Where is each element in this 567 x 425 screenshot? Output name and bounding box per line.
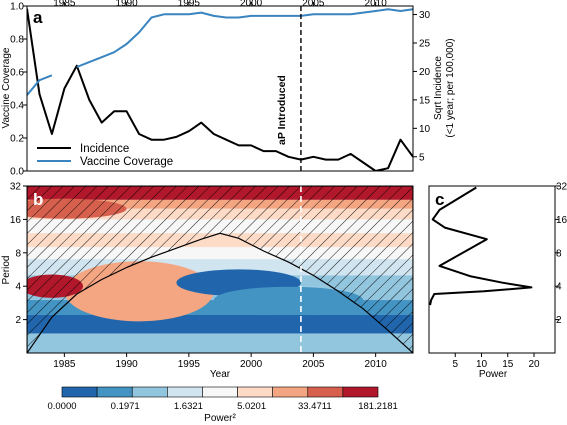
left-axis-label: Vaccine Coverage <box>1 47 12 128</box>
period-tick-label: 32 <box>556 182 567 193</box>
y-tick-label: 32 <box>10 182 22 193</box>
period-axis-label: Period <box>1 256 12 285</box>
colorbar-tick-label: 0.0000 <box>47 401 76 412</box>
colorbar-swatch <box>61 386 98 398</box>
legend: Incidence Vaccine Coverage <box>37 143 173 168</box>
left-y-tick-label: 0.4 <box>10 101 24 112</box>
top-x-tick-label: 2000 <box>240 0 263 9</box>
x-tick-label: 2005 <box>302 359 325 370</box>
colorbar-swatch <box>342 386 379 398</box>
top-x-tick-label: 2010 <box>365 0 388 9</box>
heatmap-blob <box>213 286 364 314</box>
y-tick-label: 4 <box>15 282 21 293</box>
legend-vaccine-label: Vaccine Coverage <box>80 156 173 168</box>
y-tick-label: 8 <box>15 248 21 259</box>
colorbar-tick-label: 1.6321 <box>174 401 203 412</box>
right-y-tick-label: 5 <box>419 152 425 163</box>
power-tick-label: 15 <box>502 359 514 370</box>
heatmap-band <box>27 315 413 334</box>
colorbar-swatch <box>202 386 238 398</box>
top-x-tick-label: 2005 <box>302 0 325 9</box>
top-x-tick-label: 1985 <box>53 0 76 9</box>
power-axis-label: Power <box>479 369 508 380</box>
panel-b-label: b <box>33 190 43 209</box>
colorbar-tick-label: 5.0201 <box>237 401 266 412</box>
y-tick-label: 16 <box>10 215 22 226</box>
x-tick-label: 2010 <box>365 359 388 370</box>
colorbar-swatch <box>167 386 203 398</box>
x-tick-label: 1995 <box>178 359 201 370</box>
colorbar-tick-label: 181.2181 <box>358 401 398 412</box>
panel-a: 1985 1990 1995 2000 2005 2010 0.00.20.40.60.8… <box>1 0 456 178</box>
annotation-ap-introduced: aP Introduced <box>276 75 288 145</box>
left-y-tick-label: 0.2 <box>10 134 24 145</box>
legend-incidence-label: Incidence <box>80 143 129 155</box>
right-y-tick-label: 25 <box>419 38 431 49</box>
top-x-tick-label: 1995 <box>178 0 201 9</box>
right-y-tick-label: 30 <box>419 10 431 21</box>
colorbar: 0.0000 0.1971 1.6321 5.0201 33.4711 181.2181 <box>47 386 398 412</box>
colorbar-tick-label: 33.4711 <box>298 401 332 412</box>
x-tick-label: 1985 <box>53 359 76 370</box>
series-incidence-line-0 <box>27 8 413 171</box>
period-tick-label: 4 <box>556 282 562 293</box>
right-axis-label: Sqrt Incidence <box>433 56 444 120</box>
power-tick-label: 10 <box>476 359 488 370</box>
panel-a-frame <box>26 5 414 172</box>
series-vaccine-coverage-line-0 <box>27 74 53 96</box>
power-tick-label: 5 <box>452 359 458 370</box>
panel-a-label: a <box>33 8 43 27</box>
x-tick-label: 1990 <box>115 359 138 370</box>
right-y-tick-label: 20 <box>419 67 431 78</box>
colorbar-tick-label: 0.1971 <box>111 401 140 412</box>
colorbar-swatch <box>307 386 344 398</box>
left-y-tick-label: 0.6 <box>10 68 24 79</box>
power-tick-label: 20 <box>528 359 540 370</box>
year-axis-label: Year <box>210 369 231 380</box>
panel-c-label: c <box>435 190 444 209</box>
top-x-tick-label: 1990 <box>115 0 138 9</box>
colorbar-swatch <box>96 386 133 398</box>
left-y-tick-label: 0.0 <box>10 167 24 178</box>
colorbar-swatch <box>237 386 273 398</box>
colorbar-swatch <box>272 386 309 398</box>
x-tick-label: 2000 <box>240 359 263 370</box>
right-y-tick-label: 10 <box>419 124 431 135</box>
panel-b: 1985 1990 1995 2000 2005 2010 2 4 8 16 32 b Period… <box>1 182 414 424</box>
right-y-tick-label: 15 <box>419 95 431 106</box>
y-tick-label: 2 <box>15 315 21 326</box>
panel-c-frame <box>428 185 556 354</box>
period-tick-label: 2 <box>556 315 562 326</box>
global-power-line <box>429 186 533 306</box>
cone-of-influence-hatch <box>27 186 413 353</box>
panel-c: 5 10 15 20 2 4 8 16 32 c Power <box>428 182 567 380</box>
colorbar-label: Power² <box>204 413 236 424</box>
left-y-tick-label: 0.8 <box>10 35 24 46</box>
series-vaccine-coverage-line-1 <box>76 8 413 68</box>
colorbar-swatch <box>131 386 168 398</box>
left-y-tick-label: 1.0 <box>10 2 24 13</box>
panel-b-frame <box>26 185 414 354</box>
period-tick-label: 8 <box>556 248 562 259</box>
period-tick-label: 16 <box>556 215 567 226</box>
heatmap-band <box>27 333 413 353</box>
right-axis-label-units: (<1 year; per 100,000) <box>445 38 456 137</box>
